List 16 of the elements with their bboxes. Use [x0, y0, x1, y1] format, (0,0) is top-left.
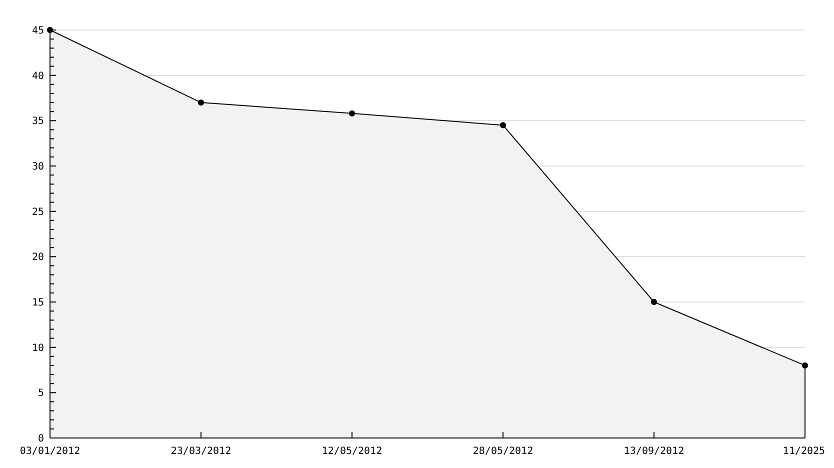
- y-tick-label: 5: [38, 388, 44, 400]
- x-tick-label: 23/03/2012: [170, 446, 232, 457]
- y-tick-label: 40: [32, 70, 44, 82]
- y-tick-label: 25: [32, 206, 44, 218]
- x-tick-label: 12/05/2012: [322, 446, 382, 457]
- x-tick-label: 11/2025: [782, 446, 826, 457]
- y-tick-label: 35: [32, 116, 44, 128]
- y-tick-label: 15: [32, 298, 44, 308]
- y-tick-label: 30: [32, 162, 44, 172]
- y-tick-label: 10: [32, 342, 44, 354]
- y-tick-label: 45: [32, 26, 44, 36]
- y-tick-label: 20: [32, 252, 44, 264]
- x-tick-label: 03/01/2012: [20, 446, 80, 457]
- x-tick-label: 28/05/2012: [472, 446, 534, 457]
- y-tick-label: 0: [38, 434, 44, 444]
- x-tick-label: 13/09/2012: [624, 446, 684, 457]
